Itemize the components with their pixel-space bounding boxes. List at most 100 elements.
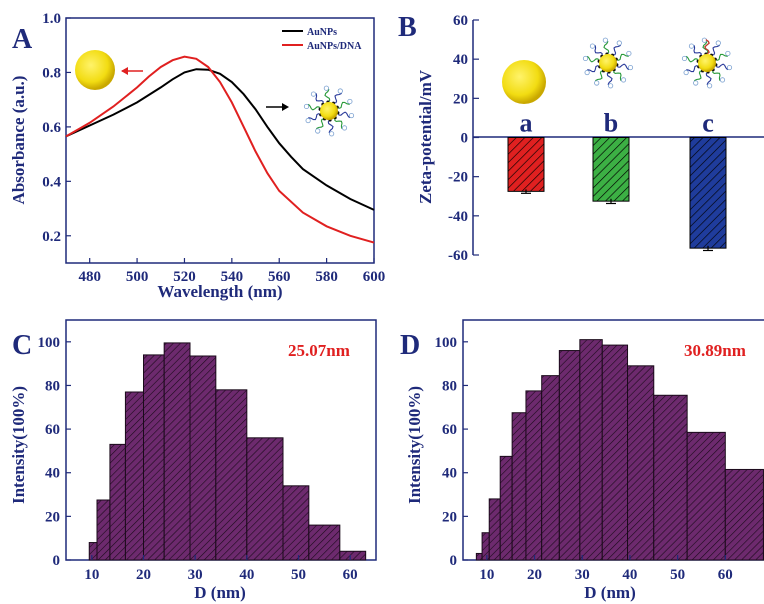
legend-label-auNPs-dna: AuNPs/DNA: [307, 41, 362, 52]
panel-d-histogram-bar: [525, 390, 543, 561]
panel-c-ytick-label: 60: [45, 422, 60, 438]
panel-c-histogram-bar: [282, 485, 310, 561]
probe-end-icon: [616, 40, 622, 46]
probe-end-icon: [329, 131, 335, 137]
panel-d-ytick-label: 80: [442, 378, 457, 394]
probe-end-icon: [337, 88, 343, 94]
probe-end-icon: [626, 50, 632, 57]
panel-c-peak-annotation: 25.07nm: [288, 341, 350, 360]
bar-label-a: a: [520, 109, 533, 138]
panel-d-xtick-label: 40: [622, 567, 637, 583]
probe-end-icon: [688, 43, 695, 49]
probe-end-icon: [305, 117, 311, 124]
panel-c-histogram-bar: [109, 443, 126, 561]
dna-strand-icon: [694, 70, 703, 83]
bar-c: [689, 137, 727, 249]
panel-b-ytick-label: -20: [448, 170, 468, 186]
panel-c-histogram-bar: [143, 354, 165, 561]
dna-strand-icon: [586, 65, 601, 73]
dna-strand-icon: [316, 118, 325, 131]
probe-end-icon: [347, 98, 353, 105]
panel-d-xtick-label: 30: [575, 567, 590, 583]
dna-strand-icon: [712, 69, 722, 82]
panel-b-ytick-label: 60: [453, 13, 468, 29]
panel-c-histogram-bar: [88, 542, 98, 561]
panel-b-ytick-label: 40: [453, 52, 468, 68]
panel-c-ylabel: Intensity(100%): [9, 386, 28, 504]
panel-a-xtick-label: 580: [315, 269, 338, 285]
panel-a-ytick-label: 1.0: [42, 11, 61, 27]
panel-d-histogram-bar: [541, 375, 560, 561]
probe-end-icon: [707, 83, 713, 89]
gold-nanoparticle-icon: [75, 50, 115, 90]
panel-d-histogram-bar: [481, 532, 490, 561]
dna-strand-icon: [711, 43, 720, 56]
series-line-auNPs: [65, 68, 375, 211]
dna-strand-icon: [715, 63, 730, 71]
probe-end-icon: [582, 55, 589, 62]
panel-c-xtick-label: 60: [343, 567, 358, 583]
probe-end-icon: [341, 125, 348, 131]
panel-a-ytick-label: 0.8: [42, 65, 61, 81]
dna-strand-icon: [333, 91, 342, 104]
black-arrowhead-icon: [282, 103, 289, 111]
dna-strand-icon: [705, 71, 712, 87]
panel-d-ytick-label: 40: [442, 466, 457, 482]
panel-a-xtick-label: 540: [221, 269, 244, 285]
panel-b-ytick-label: -40: [448, 209, 468, 225]
panel-d-ytick-label: 60: [442, 422, 457, 438]
probe-end-icon: [602, 37, 608, 43]
panel-a-label: A: [12, 24, 33, 55]
gold-core-icon: [320, 102, 338, 120]
panel-c-xtick-label: 40: [239, 567, 254, 583]
panel-b-ytick-label: -60: [448, 248, 468, 264]
dna-strand-icon: [714, 53, 729, 61]
dna-strand-icon: [613, 69, 623, 82]
dna-strand-icon: [595, 70, 604, 83]
panel-b-ytick-label: 0: [461, 131, 469, 147]
panel-a-xtick-label: 600: [363, 269, 386, 285]
panel-a-xlabel: Wavelength (nm): [157, 282, 282, 301]
dna-particle-b-icon: [582, 37, 634, 89]
panel-c-histogram-bar: [189, 355, 217, 561]
panel-c-ytick-label: 100: [38, 335, 61, 351]
panel-a-xtick-label: 480: [78, 269, 101, 285]
panel-c-histogram-bar: [96, 499, 111, 561]
bar-label-b: b: [604, 109, 618, 138]
probe-end-icon: [725, 50, 731, 57]
probe-end-icon: [315, 128, 321, 134]
panel-d-histogram-bar: [488, 498, 501, 561]
panel-d-histogram-bar: [724, 468, 764, 561]
probe-end-icon: [589, 43, 596, 49]
panel-d-xtick-label: 50: [670, 567, 685, 583]
dna-strand-icon: [702, 39, 709, 55]
target-strand-icon: [704, 39, 710, 55]
dna-nanoparticle-icon: [303, 85, 355, 137]
probe-end-icon: [715, 40, 721, 46]
bare-particle-icon: [502, 60, 546, 104]
probe-end-icon: [584, 69, 590, 76]
panel-d-xtick-label: 10: [479, 567, 494, 583]
dna-strand-icon: [585, 55, 600, 63]
panel-c-xtick-label: 20: [136, 567, 151, 583]
panel-d-histogram-bar: [601, 344, 629, 561]
panel-d-histogram-bar: [686, 431, 726, 561]
dna-particle-c-icon: [681, 37, 733, 89]
panel-a-xtick-label: 520: [173, 269, 196, 285]
dna-strand-icon: [324, 87, 331, 103]
panel-c-histogram-bar: [215, 389, 248, 561]
panel-c-label: C: [12, 330, 32, 361]
panel-d-ylabel: Intensity(100%): [405, 386, 424, 504]
probe-end-icon: [683, 69, 689, 76]
dna-strand-icon: [684, 55, 699, 63]
gold-core-icon: [698, 54, 716, 72]
panel-a-ytick-label: 0.6: [42, 120, 61, 136]
panel-a-ytick-label: 0.2: [42, 229, 61, 245]
panel-c-histogram-bar: [124, 391, 144, 561]
panel-c-histogram-bar: [246, 437, 284, 561]
panel-a-chart: 480 500 520 540 560 580 600 0.2 0.4 0.6 0.8 1.0 Au…: [9, 11, 385, 301]
panel-b-chart: -60 -40 -20 0 20 40 60 a b c Zeta-potential/mV: [416, 13, 764, 264]
dna-strand-icon: [692, 44, 702, 57]
probe-end-icon: [719, 77, 726, 83]
